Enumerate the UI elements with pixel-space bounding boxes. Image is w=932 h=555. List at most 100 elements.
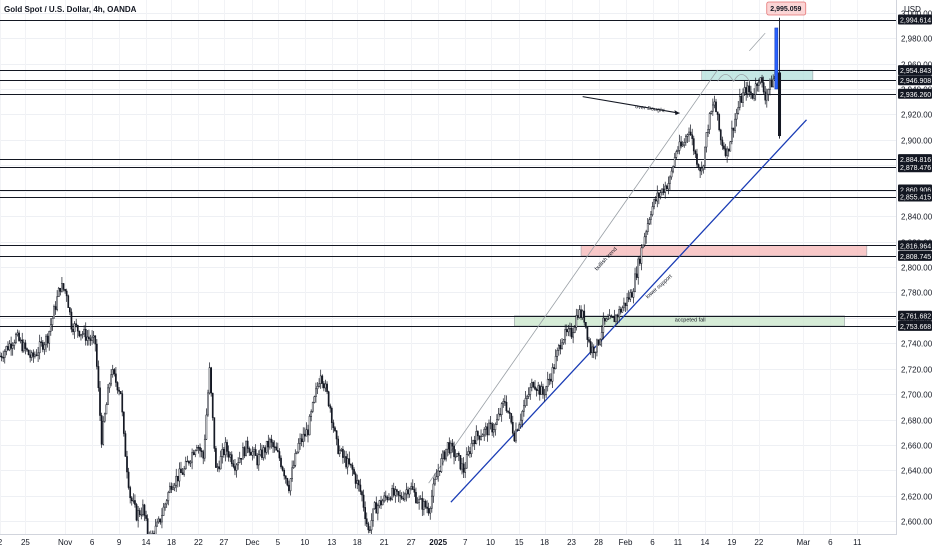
x-tick-label: 5 <box>276 538 281 547</box>
candle-body <box>250 452 251 455</box>
candle-body <box>301 439 302 442</box>
candle-body <box>196 447 197 450</box>
candle-body <box>642 245 643 248</box>
candle-body <box>285 476 286 478</box>
y-tick-label: 2,980.000 <box>901 35 932 44</box>
candle-body <box>136 504 137 520</box>
candle-body <box>358 480 359 484</box>
candle-body <box>503 401 504 403</box>
candle-body <box>399 495 400 496</box>
candle-body <box>388 498 389 500</box>
candle-body <box>339 450 340 453</box>
x-tick-label: Feb <box>619 538 633 547</box>
candle-body <box>138 510 139 520</box>
x-tick-label: 19 <box>727 538 736 547</box>
candle-body <box>23 343 24 351</box>
candle-body <box>296 452 297 453</box>
candle-body <box>49 331 50 343</box>
candle-body <box>544 394 545 395</box>
candle-body <box>311 411 312 416</box>
candle-body <box>293 465 294 467</box>
candle-body <box>415 492 416 502</box>
candle-body <box>96 344 97 366</box>
candle-body <box>453 446 454 456</box>
y-tick-label: 2,780.000 <box>901 289 932 298</box>
candle-body <box>395 490 396 496</box>
candle-body <box>88 337 89 339</box>
candle-body <box>536 389 537 390</box>
candle-body <box>550 379 551 381</box>
candle-body <box>730 142 731 151</box>
candle-body <box>636 274 637 278</box>
y-tick-label: 2,620.000 <box>901 493 932 502</box>
candle-body <box>449 443 450 453</box>
candle-body <box>269 439 270 447</box>
candle-body <box>166 501 167 504</box>
candle-body <box>57 297 58 310</box>
candle-body <box>396 490 397 492</box>
candle-body <box>233 464 234 467</box>
candle-body <box>372 509 373 521</box>
candle-body <box>298 443 299 452</box>
candle-body <box>14 343 15 346</box>
candle-body <box>504 401 505 402</box>
candle-body <box>12 346 13 349</box>
candle-body <box>479 436 480 440</box>
candle-body <box>309 416 310 435</box>
x-tick-label: 6 <box>90 538 95 547</box>
candle-body <box>6 346 7 351</box>
candle-body <box>466 454 467 468</box>
x-tick-label: 11 <box>853 538 862 547</box>
candle-body <box>287 478 288 485</box>
candle-body <box>218 467 219 469</box>
candle-body-last-up <box>775 28 778 89</box>
candle-body <box>253 449 254 451</box>
candle-body <box>180 469 181 473</box>
candle-body <box>666 186 667 189</box>
candle-body <box>145 515 146 518</box>
candle-body <box>28 350 29 355</box>
candle-body <box>347 459 348 467</box>
x-tick-label: 22 <box>194 538 203 547</box>
candle-body <box>650 215 651 220</box>
candle-body <box>680 142 681 146</box>
candle-body <box>17 333 18 335</box>
x-tick-label: Dec <box>245 538 259 547</box>
y-tick-label: 2,700.000 <box>901 391 932 400</box>
candle-body <box>525 398 526 405</box>
candle-body <box>266 441 267 452</box>
price-tag-label: 2,954.843 <box>900 68 931 75</box>
candle-body <box>674 157 675 166</box>
candle-body <box>668 183 669 188</box>
candle-body <box>446 449 447 459</box>
candle-body <box>376 503 377 514</box>
candle-body <box>103 421 104 444</box>
candle-body <box>630 292 631 299</box>
candle-body <box>553 367 554 368</box>
candle-body <box>560 345 561 349</box>
candle-body <box>263 448 264 458</box>
x-tick-label: Mar <box>796 538 810 547</box>
candle-body <box>295 453 296 465</box>
candle-body <box>458 453 459 455</box>
candle-body <box>519 425 520 431</box>
candle-body <box>663 189 664 193</box>
candle-body <box>355 474 356 484</box>
candle-body <box>245 441 246 456</box>
candle-body <box>55 306 56 309</box>
candle-body <box>420 498 421 499</box>
candle-body <box>639 259 640 263</box>
x-tick-label: 21 <box>380 538 389 547</box>
y-tick-label: 2,680.000 <box>901 417 932 426</box>
candle-body <box>207 393 208 415</box>
candle-body <box>557 350 558 356</box>
candle-body <box>176 476 177 485</box>
y-tick-label: 2,720.000 <box>901 366 932 375</box>
candle-body <box>201 451 202 452</box>
candle-body <box>187 461 188 462</box>
candle-body <box>720 130 721 140</box>
currency-label[interactable]: USD <box>904 5 921 14</box>
candle-body <box>465 468 466 472</box>
